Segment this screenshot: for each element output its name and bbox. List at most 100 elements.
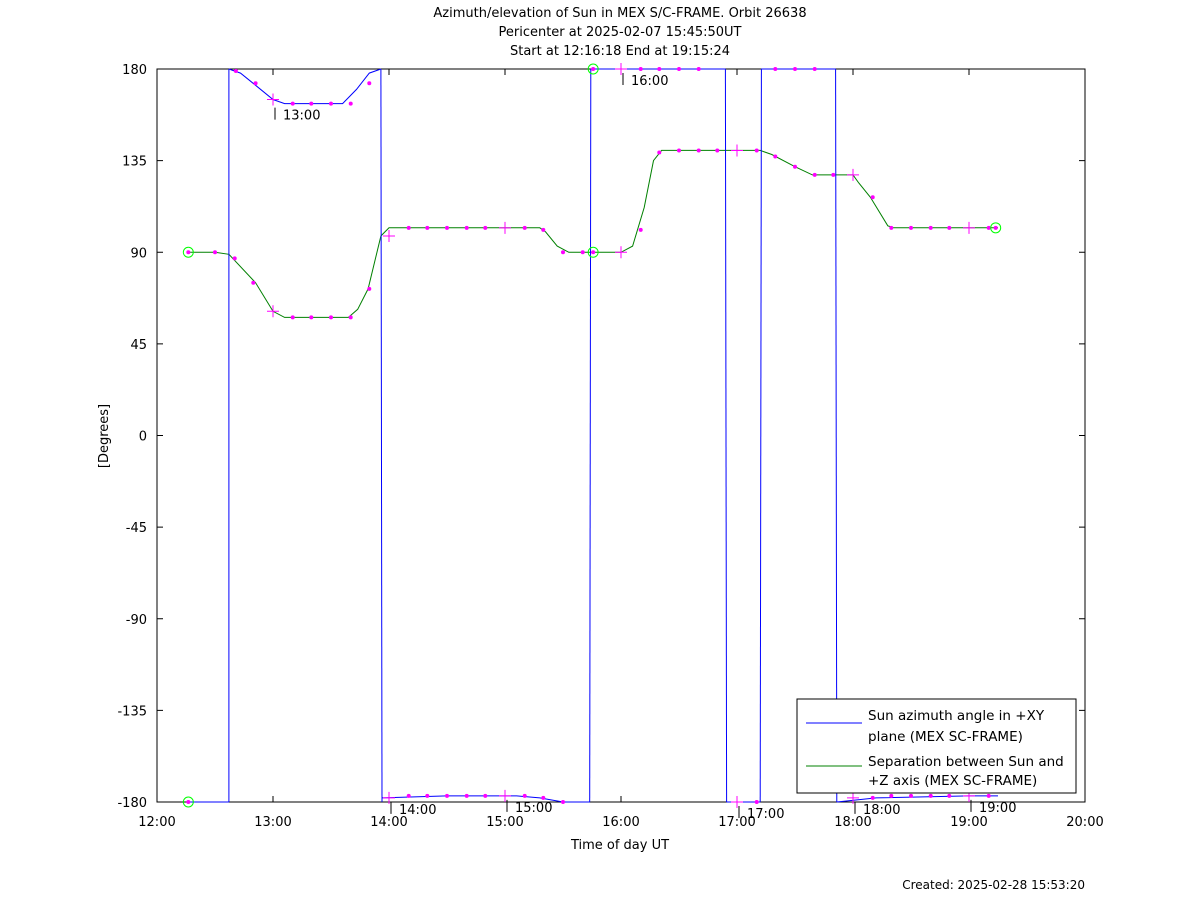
separation-marker-dot xyxy=(580,250,585,255)
hour-annotation-label: 17:00 xyxy=(747,807,784,822)
separation-marker-dot xyxy=(406,225,411,230)
separation-marker-dot xyxy=(213,250,217,255)
hour-annotation-label: 18:00 xyxy=(863,803,900,818)
azimuth-marker-dot xyxy=(348,101,353,106)
azimuth-marker-dot xyxy=(773,67,778,71)
chart-title-line-1: Azimuth/elevation of Sun in MEX S/C-FRAM… xyxy=(433,6,806,21)
separation-marker-dot xyxy=(348,315,353,320)
separation-marker-dot xyxy=(715,148,720,153)
azimuth-marker-dot xyxy=(522,793,527,798)
y-tick-label: 180 xyxy=(122,63,147,78)
azimuth-marker-dot xyxy=(541,795,546,800)
separation-marker-dot xyxy=(541,227,546,232)
series-line-separation xyxy=(188,149,998,318)
y-axis-label: [Degrees] xyxy=(97,404,112,468)
azimuth-marker-dot xyxy=(677,67,681,71)
x-tick-label: 14:00 xyxy=(370,815,407,830)
hour-cross-marker xyxy=(731,144,743,157)
x-tick-label: 18:00 xyxy=(834,815,871,830)
x-tick-label: 12:00 xyxy=(138,815,175,830)
azimuth-marker-dot xyxy=(483,793,488,798)
x-tick-label: 17:00 xyxy=(718,815,755,830)
separation-marker-dot xyxy=(793,164,797,169)
separation-marker-dot xyxy=(309,315,314,320)
legend-label-azimuth-line-1: Sun azimuth angle in +XY xyxy=(868,708,1045,724)
azimuth-marker-dot xyxy=(986,793,991,798)
series-line-azimuth xyxy=(380,68,383,803)
separation-marker-dot xyxy=(464,225,469,230)
hour-cross-marker xyxy=(615,246,627,259)
azimuth-marker-dot xyxy=(947,793,952,798)
chart-title-line-3: Start at 12:16:18 End at 19:15:24 xyxy=(510,44,730,59)
hour-annotation-label: 16:00 xyxy=(631,74,668,89)
legend-box xyxy=(796,698,1077,794)
separation-marker-dot xyxy=(638,227,643,232)
azimuth-marker-dot xyxy=(425,793,430,798)
separation-marker-dot xyxy=(367,286,372,291)
x-tick-label: 16:00 xyxy=(602,815,639,830)
hour-annotation-layer: 13:00 14:00 15:00 16:00 17:00 18:00 19:00 xyxy=(274,73,1016,822)
separation-marker-dot xyxy=(561,250,565,255)
separation-marker-dot xyxy=(870,195,875,200)
start-end-center-dot xyxy=(186,250,191,255)
azimuth-marker-dot xyxy=(406,793,411,798)
azimuth-marker-dot xyxy=(464,793,469,798)
series-line-azimuth xyxy=(589,68,592,803)
y-tick-label: 45 xyxy=(130,338,147,353)
hour-cross-marker xyxy=(383,229,395,242)
start-end-circle-marker xyxy=(587,63,599,75)
y-tick-label: -90 xyxy=(126,613,147,628)
series-line-azimuth xyxy=(835,68,838,803)
separation-marker-dot xyxy=(773,154,778,159)
separation-marker-dot xyxy=(232,256,237,261)
y-tick-label: -135 xyxy=(117,704,147,719)
marker-layer xyxy=(182,63,1002,808)
legend-label-separation-line-2: +Z axis (MEX SC-FRAME) xyxy=(868,773,1037,789)
azimuth-marker-dot xyxy=(329,101,333,106)
hour-cross-marker xyxy=(615,63,627,75)
x-tick-label: 15:00 xyxy=(486,815,523,830)
separation-marker-dot xyxy=(947,225,952,230)
hour-cross-marker xyxy=(383,791,395,804)
start-end-center-dot xyxy=(993,225,998,230)
start-end-circle-marker xyxy=(182,246,194,258)
hour-cross-marker xyxy=(847,791,859,804)
series-line-azimuth xyxy=(228,68,382,105)
series-line-azimuth xyxy=(759,68,762,803)
azimuth-marker-dot xyxy=(696,67,701,71)
azimuth-marker-dot xyxy=(290,101,295,106)
separation-marker-dot xyxy=(986,225,991,230)
hour-annotation-label: 14:00 xyxy=(399,803,436,818)
separation-marker-dot xyxy=(696,148,701,153)
start-end-circle-marker xyxy=(990,222,1002,234)
legend: Sun azimuth angle in +XY plane (MEX SC-F… xyxy=(796,698,1077,794)
azimuth-marker-dot xyxy=(253,81,258,86)
separation-marker-dot xyxy=(928,225,933,230)
start-end-center-dot xyxy=(591,250,596,255)
azimuth-marker-dot xyxy=(812,67,817,71)
start-end-circle-marker xyxy=(182,796,194,808)
hour-annotation-label: 19:00 xyxy=(979,801,1016,816)
hour-cross-marker xyxy=(499,789,511,802)
hour-cross-marker xyxy=(731,796,743,808)
start-end-center-dot xyxy=(186,800,191,804)
azimuth-marker-dot xyxy=(445,793,449,798)
separation-marker-dot xyxy=(831,172,836,177)
hour-annotation-label: 15:00 xyxy=(515,801,552,816)
azimuth-marker-dot xyxy=(754,800,759,804)
azimuth-marker-dot xyxy=(889,793,894,798)
separation-marker-dot xyxy=(251,280,256,285)
hour-annotation-label: 13:00 xyxy=(283,109,320,124)
y-tick-label: 135 xyxy=(122,155,147,170)
series-line-azimuth xyxy=(836,795,998,803)
azimuth-marker-dot xyxy=(638,67,643,71)
y-tick-label: 90 xyxy=(130,246,147,261)
x-tick-label: 13:00 xyxy=(254,815,291,830)
x-tick-label: 20:00 xyxy=(1066,815,1103,830)
chart-title-line-2: Pericenter at 2025-02-07 15:45:50UT xyxy=(498,25,741,40)
azimuth-marker-dot xyxy=(233,69,238,74)
hour-cross-marker xyxy=(847,168,859,181)
separation-marker-dot xyxy=(483,225,488,230)
separation-marker-dot xyxy=(812,172,817,177)
